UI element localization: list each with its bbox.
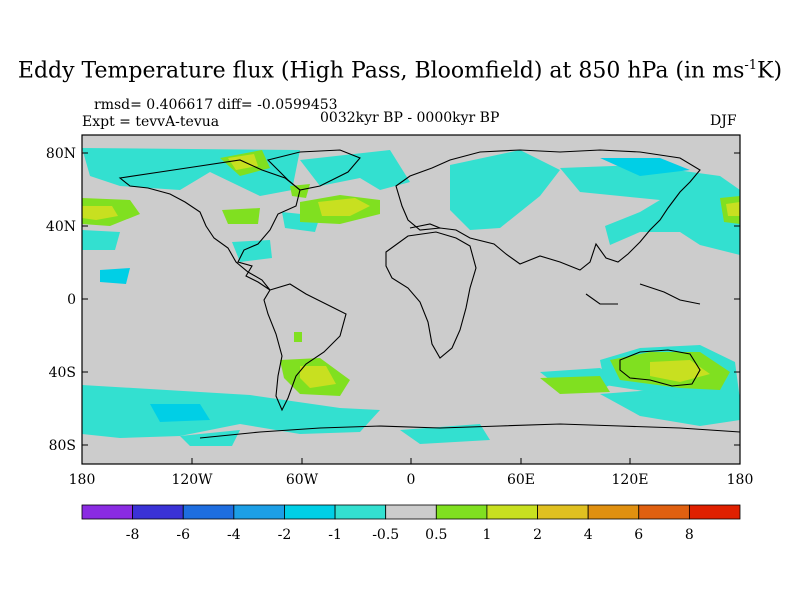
lon-label-120e: 120E bbox=[612, 472, 649, 488]
anomaly-contours bbox=[82, 148, 740, 446]
colorbar-swatch bbox=[688, 504, 741, 520]
colorbar-label: -4 bbox=[227, 527, 241, 543]
colorbar-labels: -8 -6 -4 -2 -1 -0.5 0.5 1 2 4 6 8 bbox=[126, 527, 694, 543]
lon-tick-labels: 180 120W 60W 0 60E 120E 180 bbox=[69, 472, 754, 488]
colorbar-label: -1 bbox=[328, 527, 342, 543]
colorbar-label: -6 bbox=[176, 527, 190, 543]
colorbar-swatch bbox=[284, 504, 336, 520]
stats-text: rmsd= 0.406617 diff= -0.0599453 bbox=[94, 97, 338, 113]
title-superscript: -1 bbox=[744, 58, 758, 73]
colorbar-label: 1 bbox=[482, 527, 491, 543]
lat-label-0: 0 bbox=[67, 292, 76, 308]
colorbar-label: 8 bbox=[685, 527, 694, 543]
colorbar-swatch bbox=[132, 504, 184, 520]
colorbar-label: 4 bbox=[584, 527, 593, 543]
experiment-label: Expt = tevvA-tevua bbox=[82, 114, 220, 130]
title-end: K) bbox=[757, 58, 783, 84]
lon-label-180w: 180 bbox=[69, 472, 96, 488]
colorbar-swatch bbox=[81, 504, 134, 520]
season-label: DJF bbox=[710, 113, 737, 129]
colorbar-swatch bbox=[587, 504, 640, 520]
lon-label-60e: 60E bbox=[507, 472, 535, 488]
colorbar-swatch bbox=[638, 504, 690, 520]
colorbar-label: -2 bbox=[278, 527, 292, 543]
lon-tick-marks bbox=[191, 458, 631, 464]
colorbar-swatch bbox=[385, 504, 437, 520]
lat-tick-marks bbox=[82, 152, 740, 446]
lat-label-80n: 80N bbox=[46, 146, 76, 162]
figure-title: Eddy Temperature flux (High Pass, Bloomf… bbox=[0, 58, 800, 83]
lon-label-60w: 60W bbox=[286, 472, 319, 488]
lon-label-120w: 120W bbox=[171, 472, 213, 488]
lon-label-0: 0 bbox=[407, 472, 416, 488]
lon-label-180e: 180 bbox=[727, 472, 754, 488]
colorbar-swatch bbox=[486, 504, 538, 520]
colorbar-label: 6 bbox=[634, 527, 643, 543]
colorbar-swatch bbox=[334, 504, 387, 520]
lat-label-80s: 80S bbox=[49, 438, 76, 454]
colorbar-label: -0.5 bbox=[372, 527, 399, 543]
colorbar-swatch bbox=[435, 504, 488, 520]
colorbar-swatch bbox=[233, 504, 285, 520]
lat-tick-labels: 80N 40N 0 40S 80S bbox=[46, 146, 76, 454]
colorbar-swatch bbox=[182, 504, 235, 520]
title-main: Eddy Temperature flux (High Pass, Bloomf… bbox=[17, 58, 745, 84]
coastlines bbox=[118, 149, 740, 439]
colorbar-label: -8 bbox=[126, 527, 140, 543]
period-label: 0032kyr BP - 0000kyr BP bbox=[320, 110, 500, 126]
colorbar-label: 2 bbox=[533, 527, 542, 543]
colorbar-label: 0.5 bbox=[425, 527, 447, 543]
colorbar bbox=[81, 504, 741, 520]
colorbar-swatch bbox=[537, 504, 589, 520]
lat-label-40s: 40S bbox=[49, 365, 76, 381]
lat-label-40n: 40N bbox=[46, 219, 76, 235]
